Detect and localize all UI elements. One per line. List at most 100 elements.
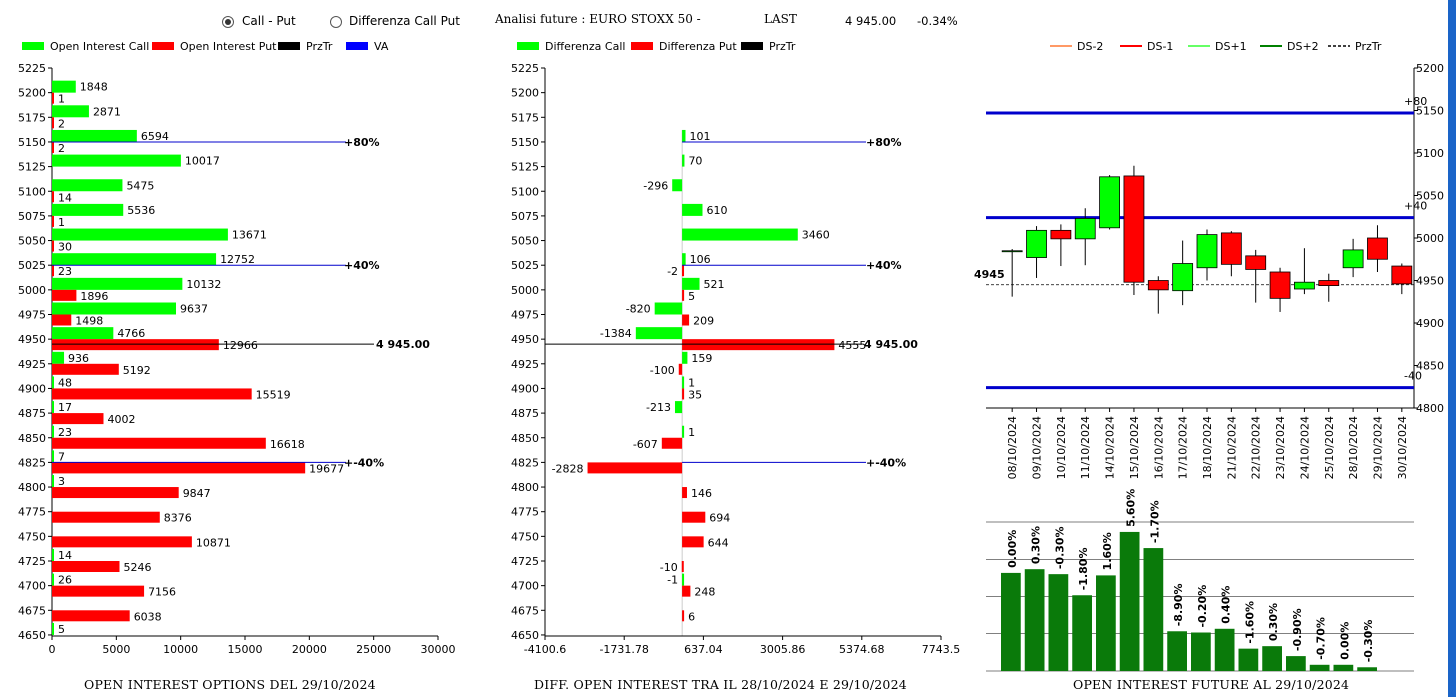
candle-body: [1367, 237, 1388, 260]
candle-date-label: 29/10/2024: [1371, 416, 1384, 479]
oi-put-label: 9847: [183, 487, 211, 500]
oi-call-bar: [52, 179, 123, 192]
oi-y-tick-label: 4725: [18, 555, 46, 568]
diff-y-tick-label: 5100: [511, 185, 539, 198]
diff-x-tick-label: 637.04: [684, 643, 723, 656]
oi-put-bar: [52, 536, 192, 548]
oi-level-label: +40%: [344, 259, 380, 272]
candle-y-tick-label: 4900: [1416, 317, 1444, 330]
oi-call-label: 23: [58, 426, 72, 439]
diff-legend-swatch: [631, 42, 653, 50]
oi-put-bar: [52, 92, 54, 104]
future-bar: [1167, 631, 1187, 671]
oi-call-bar: [52, 105, 89, 118]
diff-call-bar: [682, 573, 685, 586]
oi-x-tick-label: 20000: [292, 643, 327, 656]
diff-call-label: 1: [688, 376, 695, 389]
oi-put-bar: [52, 561, 120, 572]
oi-call-label: 2871: [93, 105, 121, 118]
future-bar-label: -0.20%: [1196, 585, 1209, 628]
oi-legend-swatch: [152, 42, 174, 50]
diff-call-bar: [682, 376, 685, 389]
diff-y-tick-label: 5000: [511, 284, 539, 297]
diff-put-bar: [682, 339, 835, 351]
diff-put-bar: [682, 314, 690, 326]
oi-y-tick-label: 5125: [18, 161, 46, 174]
oi-call-bar: [52, 80, 76, 93]
future-bar: [1096, 575, 1116, 671]
future-bar-label: 1.60%: [1101, 532, 1114, 570]
oi-y-tick-label: 4825: [18, 456, 46, 469]
oi-call-label: 936: [68, 352, 89, 365]
oi-put-bar: [52, 240, 54, 252]
candle-legend-label: DS+2: [1287, 40, 1319, 53]
candle-y-tick-label: 5200: [1416, 62, 1444, 75]
candle-body: [1123, 175, 1145, 283]
diff-call-bar: [635, 327, 683, 340]
oi-y-tick-label: 4950: [18, 333, 46, 346]
candle-date-label: 24/10/2024: [1298, 416, 1311, 479]
radio-diff-call-put[interactable]: [330, 16, 342, 28]
future-bar: [1143, 548, 1164, 671]
change-value: -0.34%: [917, 14, 958, 28]
oi-call-label: 10017: [185, 155, 220, 168]
candle-y-tick-label: 4850: [1416, 360, 1444, 373]
oi-call-bar: [52, 277, 183, 290]
diff-x-tick-label: 3005.86: [760, 643, 806, 656]
oi-y-tick-label: 4675: [18, 604, 46, 617]
oi-legend-label: Open Interest Call: [50, 40, 149, 53]
oi-put-label: 8376: [164, 512, 192, 525]
candle-date-label: 18/10/2024: [1201, 416, 1214, 479]
oi-put-bar: [52, 363, 119, 375]
window-edge: [1448, 0, 1456, 697]
diff-call-bar: [682, 351, 688, 364]
diff-put-label: 248: [694, 586, 715, 599]
future-bar: [1048, 574, 1069, 671]
oi-y-tick-label: 4900: [18, 382, 46, 395]
oi-call-label: 5536: [127, 204, 155, 217]
candle-body: [1147, 280, 1169, 291]
oi-y-tick-label: 4975: [18, 309, 46, 322]
diff-y-tick-label: 4825: [511, 456, 539, 469]
oi-call-label: 13671: [232, 229, 267, 242]
oi-level-label: +80%: [344, 136, 380, 149]
diff-call-bar: [682, 277, 700, 290]
oi-put-bar: [52, 215, 54, 227]
future-bar: [1119, 531, 1140, 671]
diff-y-tick-label: 4675: [511, 604, 539, 617]
diff-y-tick-label: 5125: [511, 161, 539, 174]
candle-y-tick-label: 5000: [1416, 232, 1444, 245]
oi-put-label: 6038: [134, 610, 162, 623]
oi-call-label: 5475: [126, 179, 154, 192]
future-bar: [1309, 664, 1330, 671]
diff-x-tick-label: -1731.78: [599, 643, 648, 656]
oi-call-bar: [52, 622, 54, 635]
oi-call-bar: [52, 302, 176, 315]
oi-call-label: 10132: [186, 278, 221, 291]
candle-date-label: 08/10/2024: [1006, 416, 1019, 479]
diff-y-tick-label: 4975: [511, 309, 539, 322]
candle-body: [1172, 263, 1194, 292]
candle-y-tick-label: 5050: [1416, 190, 1444, 203]
candle-body: [1050, 229, 1072, 240]
oi-put-label: 1896: [80, 290, 108, 303]
oi-chart-title: OPEN INTEREST OPTIONS DEL 29/10/2024: [84, 677, 376, 692]
oi-y-tick-label: 5175: [18, 111, 46, 124]
oi-x-tick-label: 30000: [421, 643, 456, 656]
candle-date-label: 23/10/2024: [1274, 416, 1287, 479]
diff-y-tick-label: 4850: [511, 432, 539, 445]
candle-y-tick-label: 4800: [1416, 402, 1444, 415]
diff-y-tick-label: 5150: [511, 136, 539, 149]
diff-y-tick-label: 5175: [511, 111, 539, 124]
diff-put-bar: [678, 363, 683, 375]
future-bar-label: 5.60%: [1125, 489, 1138, 527]
oi-put-bar: [52, 437, 266, 449]
radio-call-put[interactable]: [222, 16, 234, 28]
oi-call-bar: [52, 351, 65, 364]
candle-body: [1318, 280, 1340, 286]
oi-y-tick-label: 5050: [18, 235, 46, 248]
oi-put-bar: [52, 265, 54, 277]
oi-put-bar: [52, 462, 306, 474]
diff-call-label: -1: [667, 574, 678, 587]
oi-put-bar: [52, 141, 54, 153]
